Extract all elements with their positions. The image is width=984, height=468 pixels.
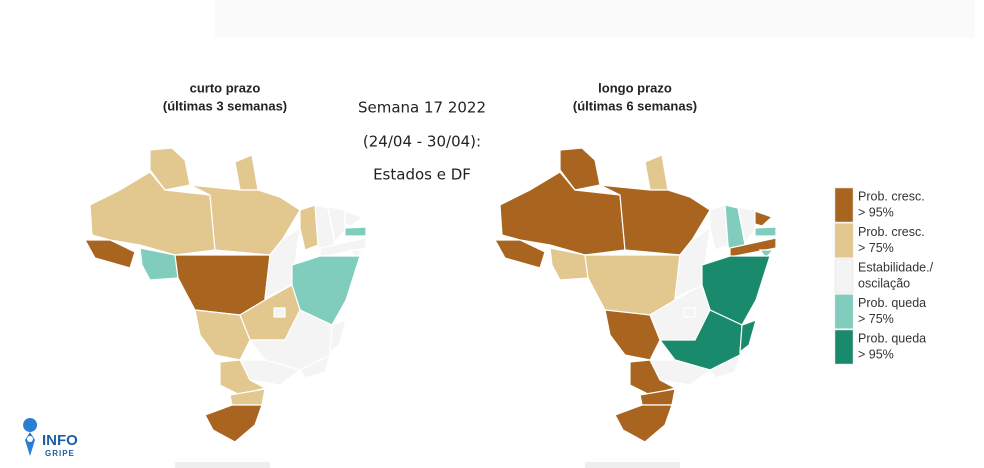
legend-label: > 75% (858, 312, 894, 326)
state (344, 210, 364, 227)
logo-dot (27, 436, 33, 442)
state (683, 307, 696, 318)
state (348, 249, 365, 259)
state (189, 184, 301, 256)
state (674, 226, 711, 300)
legend-label: > 75% (858, 241, 894, 255)
center-text: Semana 17 2022 (358, 99, 486, 117)
state (709, 204, 729, 251)
state (139, 247, 179, 281)
center-text: Estados e DF (373, 166, 471, 184)
logo-text: GRIPE (45, 449, 75, 458)
state (319, 237, 367, 258)
legend-label: Prob. cresc. (858, 189, 925, 203)
state (614, 404, 673, 443)
legend-swatch (834, 223, 854, 258)
state (754, 226, 777, 237)
cropped-label (585, 462, 680, 468)
center-text: (24/04 - 30/04): (363, 133, 481, 151)
legend-label: Prob. cresc. (858, 225, 925, 239)
map-title: curto prazo (190, 80, 261, 95)
legend-label: > 95% (858, 205, 894, 219)
state (273, 307, 286, 318)
brazil-map (83, 147, 367, 443)
state (629, 359, 677, 396)
state (754, 210, 774, 227)
legend-label: > 95% (858, 347, 894, 361)
state (493, 239, 546, 269)
legend-swatch (834, 258, 854, 294)
state (344, 226, 367, 237)
top-banner (215, 0, 975, 38)
state (709, 353, 741, 379)
state (299, 204, 319, 251)
map-subtitle: (últimas 3 semanas) (163, 98, 287, 113)
state (264, 226, 301, 300)
legend-label: Prob. queda (858, 331, 926, 345)
state (599, 184, 711, 256)
map-title: longo prazo (598, 80, 672, 95)
cropped-label (175, 462, 270, 468)
legend-label: oscilação (858, 276, 910, 290)
state (329, 319, 347, 354)
state (83, 239, 136, 269)
map-subtitle: (últimas 6 semanas) (573, 98, 697, 113)
state (204, 404, 263, 443)
logo-text: INFO (42, 432, 78, 449)
state (219, 359, 267, 396)
legend-swatch (834, 329, 854, 365)
state (758, 249, 775, 259)
brazil-map (493, 147, 777, 443)
legend-swatch (834, 187, 854, 223)
legend-swatch (834, 294, 854, 329)
state (644, 154, 669, 191)
state (739, 319, 757, 354)
state (729, 237, 777, 258)
state (234, 154, 259, 191)
legend-label: Prob. queda (858, 296, 926, 310)
state (299, 353, 331, 379)
legend-label: Estabilidade./ (858, 260, 934, 274)
logo: INFO GRIPE (23, 418, 78, 458)
state (549, 247, 589, 281)
